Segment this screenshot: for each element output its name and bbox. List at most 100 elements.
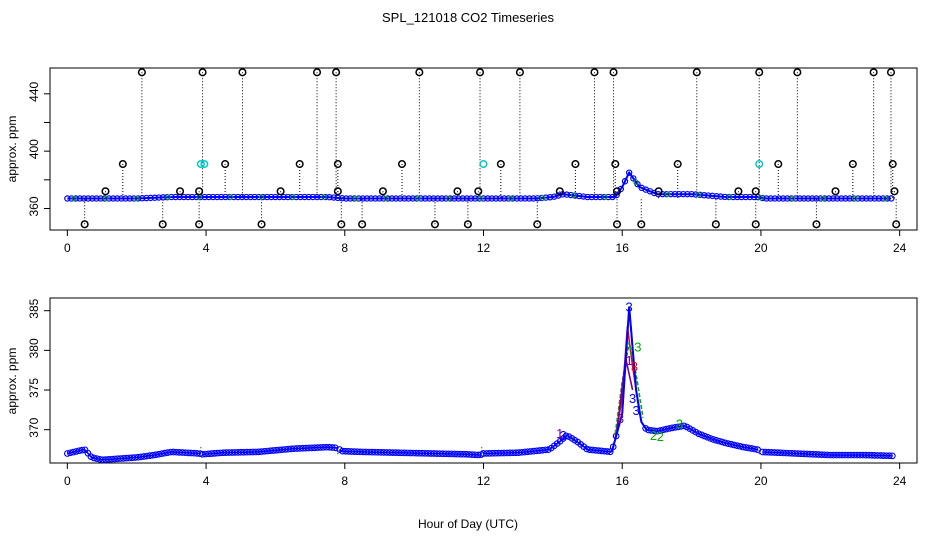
top-baseline-point-green (727, 194, 733, 200)
top-baseline-point (76, 195, 84, 202)
top-outlier-point (101, 187, 110, 196)
top-baseline-point (492, 195, 500, 202)
top-baseline-point (309, 193, 317, 201)
top-baseline-point (567, 191, 575, 199)
bottom-point (69, 448, 77, 456)
top-baseline-point (80, 195, 88, 202)
bottom-digit-label: 3 (629, 391, 636, 406)
bottom-digit-label: 3 (631, 359, 638, 374)
top-baseline-point (205, 193, 213, 201)
top-outlier-point (158, 220, 167, 229)
top-baseline-point (184, 193, 192, 201)
top-outlier-point (453, 187, 462, 196)
top-baseline-point (134, 195, 142, 202)
top-baseline-point (817, 195, 824, 202)
top-outlier-point (378, 187, 387, 196)
top-baseline-point (193, 193, 200, 201)
top-baseline-point (255, 193, 262, 201)
top-baseline-point-green (165, 194, 171, 200)
bottom-point (654, 427, 661, 435)
bottom-x-tick-label: 20 (754, 474, 768, 488)
top-baseline-point (451, 195, 458, 202)
top-baseline-point (592, 193, 600, 201)
top-baseline-point (530, 195, 537, 202)
top-outlier-point (609, 68, 618, 77)
top-baseline-point (584, 193, 591, 201)
top-baseline-point (467, 195, 475, 202)
top-baseline-point-green (602, 194, 608, 200)
bottom-point (701, 432, 708, 440)
top-baseline-point (513, 195, 520, 202)
top-outlier-point (238, 68, 247, 77)
top-baseline-point (434, 195, 441, 202)
top-baseline-point (696, 191, 704, 199)
top-baseline-point (359, 195, 367, 202)
top-baseline-point (64, 195, 71, 202)
top-baseline-point (330, 194, 337, 201)
top-outlier-point (734, 187, 743, 196)
top-outlier-point (571, 160, 580, 169)
top-baseline-point (796, 195, 803, 202)
top-baseline-point (397, 195, 404, 202)
top-baseline-point (338, 195, 346, 202)
top-baseline-point (700, 191, 708, 199)
top-outlier-point (692, 68, 701, 77)
top-baseline-point (268, 193, 275, 201)
top-baseline-point (650, 189, 658, 197)
top-baseline-point (779, 195, 787, 202)
top-baseline-point (376, 195, 383, 202)
top-baseline-point (825, 195, 833, 202)
top-baseline-point (542, 194, 550, 201)
top-outlier-point (774, 160, 783, 169)
bottom-point (698, 431, 705, 439)
top-baseline-point (72, 195, 79, 202)
top-baseline-point (563, 191, 570, 198)
top-baseline-point (842, 195, 849, 202)
top-baseline-point (105, 195, 113, 202)
top-outlier-point (793, 68, 802, 77)
top-cyan-point (200, 160, 209, 169)
top-baseline-point (767, 195, 774, 202)
top-x-tick-label: 4 (203, 241, 210, 255)
bottom-digit-label: 2 (657, 429, 664, 444)
bottom-point (715, 437, 723, 445)
top-baseline-point (168, 193, 175, 201)
bottom-point (603, 448, 611, 455)
top-y-tick-label: 360 (27, 196, 41, 216)
top-baseline-point (313, 193, 321, 201)
top-baseline-point (867, 195, 874, 202)
top-baseline-point (126, 195, 133, 202)
top-baseline-point (430, 195, 437, 202)
top-baseline-point (883, 195, 891, 202)
bottom-point (751, 445, 759, 453)
top-outlier-point (869, 68, 878, 77)
bottom-point (657, 427, 664, 434)
bottom-peak-trace (610, 306, 648, 453)
top-baseline-point-green (258, 194, 265, 200)
top-baseline-point (792, 195, 799, 202)
bottom-point (328, 444, 336, 451)
top-baseline-point (551, 193, 558, 200)
top-baseline-point (738, 193, 745, 201)
bottom-x-tick-label: 4 (203, 474, 210, 488)
top-baseline-point (188, 193, 196, 201)
bottom-y-tick-label: 370 (27, 417, 41, 437)
top-baseline-point (588, 193, 595, 201)
top-marks (64, 68, 901, 229)
top-outlier-point (590, 68, 599, 77)
top-baseline-point-green (227, 194, 234, 200)
top-outlier-point (276, 187, 285, 196)
top-baseline-point-green (102, 195, 109, 202)
top-outlier-point (755, 68, 764, 77)
top-baseline-point (297, 193, 304, 201)
top-baseline-point (209, 193, 217, 201)
top-baseline-point (326, 193, 333, 201)
top-baseline-point (463, 195, 471, 202)
top-baseline-point-green (664, 191, 671, 197)
top-baseline-point (576, 192, 583, 200)
bottom-point (63, 450, 71, 457)
bottom-point (707, 435, 714, 442)
top-baseline-point (372, 195, 379, 202)
figure-title: SPL_121018 CO2 Timeseries (382, 10, 554, 25)
